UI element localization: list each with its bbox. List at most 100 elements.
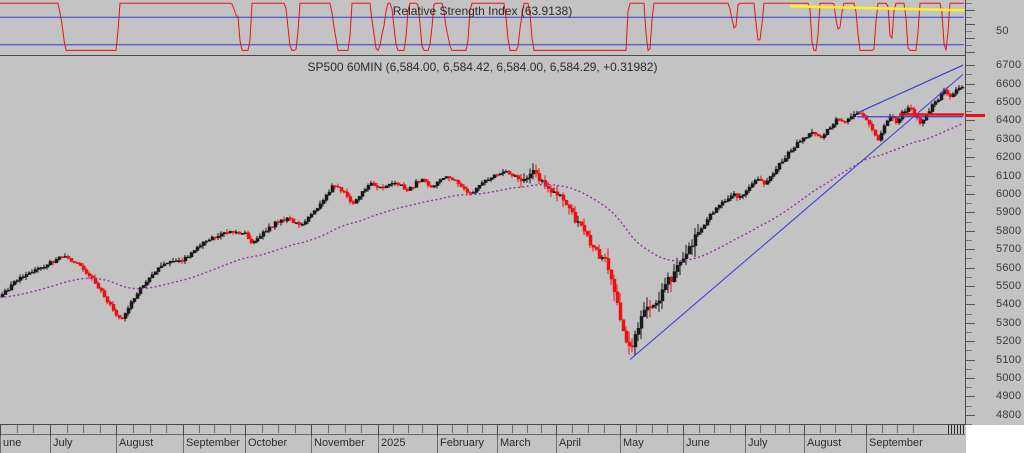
time-axis-minor-tick [636,425,637,433]
time-axis-minor-tick [512,425,513,433]
time-axis-minor-tick [482,425,483,433]
time-axis-minor-tick [230,425,231,433]
upper-resistance-trendline[interactable] [856,64,964,114]
rsi-indicator-panel[interactable] [0,0,965,55]
time-axis-minor-tick [361,425,362,433]
price-axis-tick [966,194,975,195]
price-axis-tick-label: 6100 [996,169,1022,182]
price-axis-tick [966,341,975,343]
right-axis-line [965,0,966,425]
time-axis-minor-tick [393,425,394,433]
time-axis-minor-tick [541,425,542,433]
rsi-resistance-trendline[interactable] [789,4,965,12]
rsi-axis-tick-label: 50 [996,24,1009,37]
price-axis-minor-tick [966,74,972,76]
rsi-axis-tick [966,37,975,39]
time-axis-major-tick [245,425,246,436]
price-axis-minor-tick [966,111,972,113]
price-axis-tick [966,83,975,85]
price-axis-minor-tick [966,221,972,223]
price-axis-tick-label: 5100 [996,353,1022,366]
price-axis-tick-label: 6400 [996,114,1022,127]
time-axis-month-label: March [497,435,556,453]
time-axis-month-label: September [183,435,245,453]
time-axis-minor-tick [835,425,836,433]
price-axis-minor-tick [966,313,972,315]
time-axis-minor-tick [33,425,34,433]
rsi-plot-svg [0,2,965,52]
time-axis-minor-tick [295,425,296,433]
price-axis-tick-label: 5400 [996,298,1022,311]
time-axis-top-line [0,434,965,435]
time-axis-minor-tick [67,425,68,433]
time-axis-month-label: June [683,435,745,453]
time-axis-minor-tick [604,425,605,433]
time-axis-month-label: February [437,435,497,453]
time-axis-minor-tick [820,425,821,433]
price-axis-minor-tick [966,424,972,425]
time-axis-major-tick [620,425,621,436]
price-axis-tick-label: 5900 [996,206,1022,219]
time-axis-major-tick [116,425,117,436]
time-axis-month-label: August [804,435,866,453]
time-axis-month-label: May [620,435,683,453]
price-plot-svg [0,64,965,360]
price-axis-tick [966,102,975,103]
price-axis-minor-tick [966,387,972,389]
price-axis-tick-label: 5000 [996,372,1022,384]
price-level-axis-marker [965,113,985,117]
price-axis-minor-tick [966,258,972,260]
time-axis-scroll-marker[interactable] [948,425,964,434]
price-axis-tick-label: 5500 [996,280,1022,292]
time-axis-minor-tick [262,425,263,433]
time-axis-minor-tick [572,425,573,433]
time-axis-month-label: July [745,435,804,453]
price-axis-minor-tick [966,295,972,297]
price-axis-minor-tick [966,405,972,407]
time-axis-month-label: November [311,435,378,453]
time-axis-minor-tick [422,425,423,433]
price-axis-tick-label: 5800 [996,224,1022,237]
time-axis-minor-tick [408,425,409,433]
time-axis-minor-tick [760,425,761,433]
candlestick-series [0,85,965,356]
price-axis-tick-label: 5200 [996,335,1022,348]
time-axis-minor-tick [714,425,715,433]
time-axis-month-label: October [245,435,311,453]
time-axis-minor-tick [730,425,731,433]
price-axis-tick-label: 6200 [996,151,1022,164]
time-axis-minor-tick [527,425,528,433]
price-axis-tick-label: 6500 [996,96,1022,108]
time-axis-month-label: August [116,435,183,453]
time-axis[interactable]: une July August September October November 202… [0,425,965,453]
price-chart-panel[interactable] [0,56,965,424]
price-axis-tick [966,304,975,306]
price-axis-minor-tick [966,92,972,94]
time-axis-minor-tick [588,425,589,433]
time-axis-major-tick [183,425,184,436]
price-axis-tick-label: 6000 [996,188,1022,200]
time-axis-major-tick [804,425,805,436]
time-axis-minor-tick [452,425,453,433]
price-axis-minor-tick [966,368,972,370]
rsi-axis-tick [966,51,975,53]
price-axis-tick [966,396,975,398]
time-axis-minor-tick [667,425,668,433]
time-axis-minor-tick [775,425,776,433]
rsi-axis-tick [966,3,972,5]
time-axis-minor-tick [851,425,852,433]
rising-support-trendline[interactable] [629,74,964,360]
price-axis-minor-tick [966,350,972,352]
time-axis-minor-tick [83,425,84,433]
price-axis-tick-label: 4900 [996,390,1022,403]
time-axis-major-tick [866,425,867,436]
time-axis-minor-tick [789,425,790,433]
time-axis-minor-tick [467,425,468,433]
time-axis-minor-tick [199,425,200,433]
time-axis-major-tick [0,425,1,436]
time-axis-minor-tick [150,425,151,433]
price-axis-tick [966,378,975,379]
price-axis-tick-label: 5300 [996,316,1022,329]
price-axis-tick [966,322,975,324]
price-axis-tick [966,138,975,140]
